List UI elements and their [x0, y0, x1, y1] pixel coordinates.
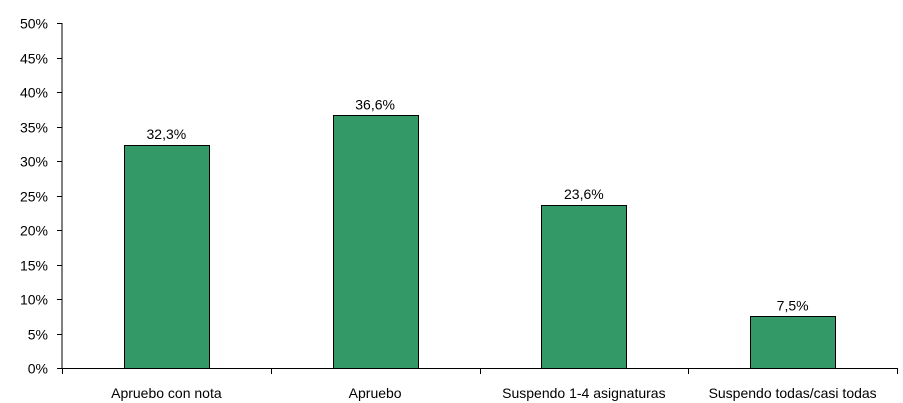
bar	[541, 205, 627, 369]
bar	[750, 316, 836, 369]
bar	[124, 145, 210, 369]
y-tick-label: 30%	[20, 154, 48, 170]
y-tick-label: 10%	[20, 292, 48, 308]
x-tick-label: Suspendo todas/casi todas	[709, 385, 877, 401]
y-tick-label: 50%	[20, 16, 48, 32]
y-tick-label: 40%	[20, 85, 48, 101]
bars	[124, 115, 836, 369]
y-tick-label: 5%	[28, 327, 48, 343]
x-tick-label: Apruebo con nota	[111, 385, 222, 401]
x-axis: Apruebo con nota Apruebo Suspendo 1-4 asig…	[62, 368, 898, 401]
data-label: 36,6%	[355, 96, 395, 112]
data-label: 7,5%	[777, 297, 809, 313]
data-label: 32,3%	[147, 126, 187, 142]
data-label: 23,6%	[564, 186, 604, 202]
y-tick-label: 35%	[20, 120, 48, 136]
x-tick-label: Suspendo 1-4 asignaturas	[502, 385, 665, 401]
y-tick-label: 15%	[20, 258, 48, 274]
data-labels: 32,3% 36,6% 23,6% 7,5%	[147, 96, 809, 313]
y-tick-label: 0%	[28, 361, 48, 377]
y-tick-label: 25%	[20, 189, 48, 205]
y-tick-label: 20%	[20, 223, 48, 239]
bar	[333, 115, 419, 369]
y-tick-label: 45%	[20, 51, 48, 67]
x-tick-label: Apruebo	[349, 385, 402, 401]
y-axis: 0% 5% 10% 15% 20% 25% 30% 35% 40% 45% 50%	[20, 16, 63, 377]
